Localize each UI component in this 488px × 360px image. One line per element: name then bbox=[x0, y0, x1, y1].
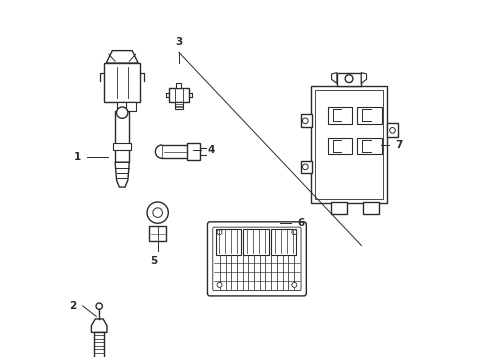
Bar bbox=[113, 143, 131, 150]
Text: 7: 7 bbox=[394, 140, 402, 149]
Polygon shape bbox=[331, 73, 336, 84]
Bar bbox=[331, 202, 346, 215]
Circle shape bbox=[345, 75, 352, 82]
Bar bbox=[270, 229, 296, 255]
Polygon shape bbox=[115, 162, 129, 187]
Text: 5: 5 bbox=[150, 256, 158, 266]
Bar bbox=[357, 107, 381, 123]
Bar bbox=[301, 114, 311, 127]
Bar bbox=[357, 138, 381, 154]
Circle shape bbox=[291, 283, 296, 287]
Circle shape bbox=[96, 303, 102, 309]
Bar bbox=[243, 229, 268, 255]
Text: 3: 3 bbox=[175, 37, 182, 47]
Bar bbox=[310, 86, 386, 203]
Bar bbox=[169, 88, 188, 102]
Circle shape bbox=[302, 164, 307, 170]
Bar bbox=[94, 332, 104, 359]
Text: 1: 1 bbox=[73, 152, 81, 162]
Bar bbox=[126, 102, 136, 111]
Circle shape bbox=[389, 127, 394, 133]
Bar bbox=[174, 102, 183, 109]
Bar bbox=[327, 107, 351, 123]
Polygon shape bbox=[91, 319, 107, 332]
Bar bbox=[363, 202, 378, 215]
Bar bbox=[104, 63, 140, 102]
Bar bbox=[186, 143, 200, 161]
Circle shape bbox=[217, 283, 222, 287]
Polygon shape bbox=[361, 73, 366, 84]
Circle shape bbox=[153, 208, 162, 217]
Text: 4: 4 bbox=[207, 145, 214, 155]
Circle shape bbox=[116, 107, 128, 118]
Bar bbox=[327, 138, 351, 154]
Bar bbox=[176, 83, 181, 88]
Bar bbox=[117, 102, 127, 111]
Circle shape bbox=[291, 230, 296, 235]
Bar bbox=[315, 90, 382, 199]
Circle shape bbox=[302, 118, 307, 123]
Bar bbox=[215, 229, 241, 255]
Polygon shape bbox=[106, 51, 138, 63]
Bar bbox=[336, 73, 361, 86]
Circle shape bbox=[147, 202, 168, 223]
Bar bbox=[115, 111, 129, 162]
Bar bbox=[149, 226, 166, 241]
Text: 6: 6 bbox=[297, 217, 305, 228]
FancyBboxPatch shape bbox=[207, 222, 305, 296]
Text: 2: 2 bbox=[69, 301, 76, 311]
Bar bbox=[386, 123, 397, 138]
FancyBboxPatch shape bbox=[212, 227, 301, 291]
Bar bbox=[301, 161, 311, 173]
Circle shape bbox=[217, 230, 222, 235]
